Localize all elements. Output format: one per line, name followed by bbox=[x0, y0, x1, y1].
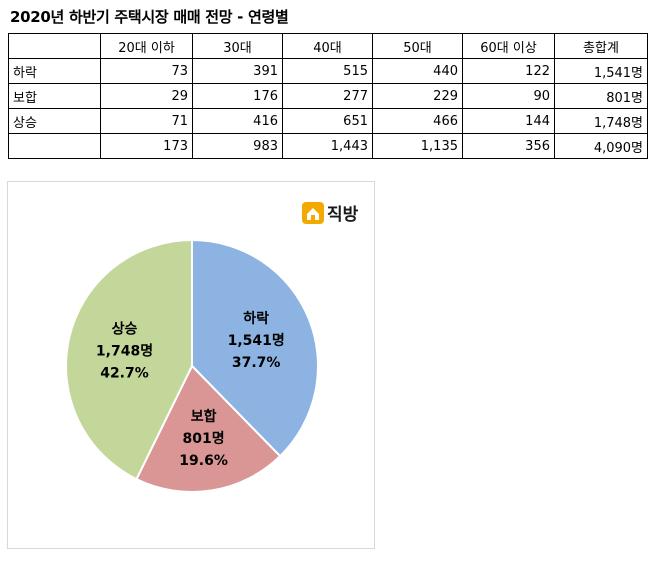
table-cell: 29 bbox=[100, 83, 193, 109]
table-cell: 356 bbox=[462, 133, 555, 159]
table-cell: 983 bbox=[192, 133, 283, 159]
table-cell: 90 bbox=[462, 83, 555, 109]
table-cell: 466 bbox=[372, 108, 463, 134]
table-cell: 71 bbox=[100, 108, 193, 134]
row-label: 하락 bbox=[8, 58, 101, 84]
slice-category-label: 하락 bbox=[243, 310, 269, 327]
page-title: 2020년 하반기 주택시장 매매 전망 - 연령별 bbox=[10, 8, 289, 26]
table-row: 상승 71 416 651 466 144 1,748명 bbox=[8, 108, 648, 134]
table-cell: 144 bbox=[462, 108, 555, 134]
table-cell: 440 bbox=[372, 58, 463, 84]
table-header-cell: 20대 이하 bbox=[100, 33, 193, 59]
slice-percent-label: 42.7% bbox=[100, 365, 149, 381]
table-header-cell: 40대 bbox=[282, 33, 373, 59]
logo-text: 직방 bbox=[327, 205, 359, 225]
row-label: 보합 bbox=[8, 83, 101, 109]
table-cell: 277 bbox=[282, 83, 373, 109]
table-cell: 651 bbox=[282, 108, 373, 134]
row-label: 상승 bbox=[8, 108, 101, 134]
table-cell: 176 bbox=[192, 83, 283, 109]
pie-chart: 직방 하락 1,541명 37.7% 보합 801명 19.6% 상승 1,748명 42.7% bbox=[65, 202, 359, 493]
table-header-cell bbox=[8, 33, 101, 59]
table-cell: 416 bbox=[192, 108, 283, 134]
pie-slice bbox=[135, 364, 282, 493]
data-table: 20대 이하 30대 40대 50대 60대 이상 총합계 하락 73 391 … bbox=[8, 33, 648, 159]
table-cell: 1,748명 bbox=[554, 108, 648, 134]
pie-slice bbox=[191, 238, 319, 458]
slice-value-label: 801명 bbox=[183, 430, 225, 447]
table-row: 보합 29 176 277 229 90 801명 bbox=[8, 83, 648, 109]
table-cell: 173 bbox=[100, 133, 193, 159]
table-cell: 801명 bbox=[554, 83, 648, 109]
table-cell: 1,135 bbox=[372, 133, 463, 159]
pie-chart-panel: 직방 하락 1,541명 37.7% 보합 801명 19.6% 상승 1,748명 42.7% bbox=[7, 181, 375, 549]
table-header-cell: 총합계 bbox=[554, 33, 648, 59]
table-cell: 391 bbox=[192, 58, 283, 84]
table-cell: 122 bbox=[462, 58, 555, 84]
house-icon bbox=[302, 202, 324, 224]
slice-value-label: 1,748명 bbox=[96, 342, 153, 359]
table-header-row: 20대 이하 30대 40대 50대 60대 이상 총합계 bbox=[8, 33, 648, 59]
row-label bbox=[8, 133, 101, 159]
slice-percent-label: 37.7% bbox=[232, 355, 281, 371]
table-cell: 229 bbox=[372, 83, 463, 109]
table-cell: 1,541명 bbox=[554, 58, 648, 84]
table-header-cell: 60대 이상 bbox=[462, 33, 555, 59]
table-header-cell: 50대 bbox=[372, 33, 463, 59]
table-header-cell: 30대 bbox=[192, 33, 283, 59]
table-total-row: 173 983 1,443 1,135 356 4,090명 bbox=[8, 133, 648, 159]
slice-category-label: 보합 bbox=[191, 408, 217, 425]
pie-slice bbox=[65, 238, 193, 481]
table-cell: 1,443 bbox=[282, 133, 373, 159]
table-cell: 73 bbox=[100, 58, 193, 84]
logo: 직방 bbox=[302, 202, 359, 225]
slice-category-label: 상승 bbox=[112, 321, 138, 337]
table-row: 하락 73 391 515 440 122 1,541명 bbox=[8, 58, 648, 84]
table-cell: 515 bbox=[282, 58, 373, 84]
table-cell: 4,090명 bbox=[554, 133, 648, 159]
slice-percent-label: 19.6% bbox=[179, 453, 228, 469]
slice-value-label: 1,541명 bbox=[228, 332, 285, 349]
